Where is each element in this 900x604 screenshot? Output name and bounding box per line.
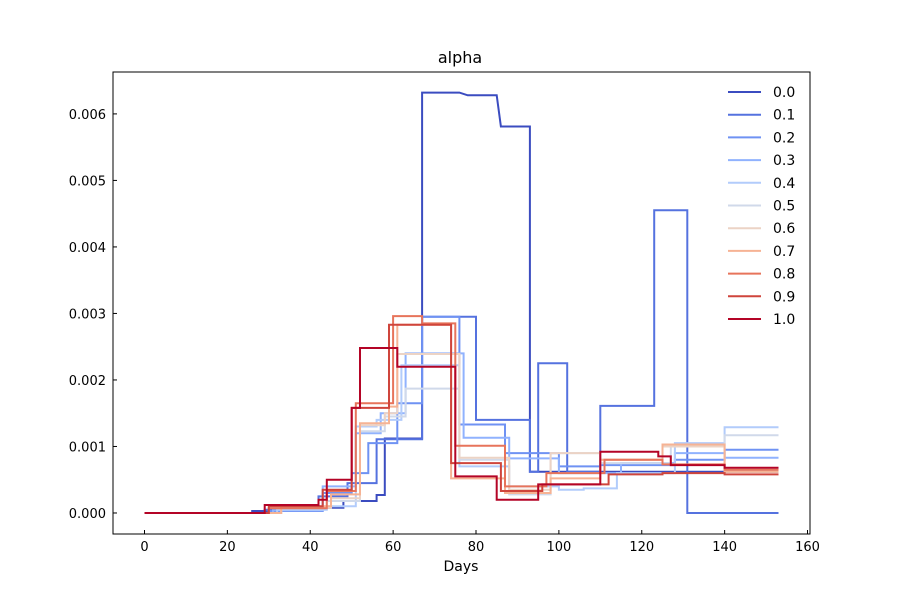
legend-label: 0.7: [773, 244, 795, 260]
legend: 0.0 0.1 0.2 0.3 0.4 0.5 0.6 0.7 0.8 0.9 1.0: [728, 85, 795, 328]
legend-label: 1.0: [773, 312, 795, 328]
x-tick-label: 100: [546, 540, 571, 555]
x-axis: 0 20 40 60 80 100 120 140 160: [140, 530, 820, 555]
series-line-0.0: [144, 91, 779, 514]
y-tick-label: 0.002: [69, 374, 106, 389]
legend-label: 0.8: [773, 267, 795, 283]
legend-label: 0.9: [773, 289, 795, 305]
series-line-0.5: [144, 387, 779, 514]
series-line-0.4: [144, 364, 779, 514]
x-tick-label: 60: [385, 540, 402, 555]
series-line-1.0: [144, 347, 779, 514]
series-line-0.9: [144, 323, 779, 514]
x-tick-label: 80: [468, 540, 485, 555]
y-tick-label: 0.004: [69, 241, 106, 256]
x-axis-label: Days: [444, 559, 479, 575]
x-tick-label: 40: [302, 540, 319, 555]
legend-label: 0.4: [773, 176, 795, 192]
x-tick-label: 160: [795, 540, 820, 555]
x-tick-label: 120: [629, 540, 654, 555]
chart-title: alpha: [438, 48, 482, 67]
legend-label: 0.2: [773, 130, 795, 146]
legend-label: 0.5: [773, 199, 795, 215]
series-line-0.8: [144, 315, 779, 514]
series-layer: [144, 91, 779, 514]
x-tick-label: 140: [712, 540, 737, 555]
series-line-0.6: [144, 353, 779, 514]
y-tick-label: 0.000: [69, 507, 106, 522]
x-tick-label: 20: [219, 540, 236, 555]
series-line-0.3: [144, 352, 779, 514]
y-tick-label: 0.005: [69, 174, 106, 189]
y-axis: 0.000 0.001 0.002 0.003 0.004 0.005 0.006: [69, 108, 117, 522]
legend-label: 0.1: [773, 108, 795, 124]
y-tick-label: 0.001: [69, 440, 106, 455]
series-line-0.2: [144, 315, 779, 514]
legend-label: 0.0: [773, 85, 795, 101]
plot-frame: [112, 71, 811, 535]
y-tick-label: 0.003: [69, 307, 106, 322]
y-tick-label: 0.006: [69, 108, 106, 123]
x-tick-label: 0: [140, 540, 148, 555]
legend-label: 0.3: [773, 153, 795, 169]
series-line-0.1: [144, 209, 779, 514]
legend-label: 0.6: [773, 221, 795, 237]
